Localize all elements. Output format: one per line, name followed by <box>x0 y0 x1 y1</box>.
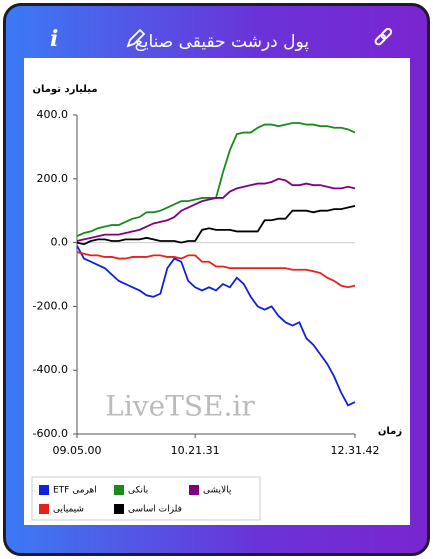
x-tick-label: 12.31.42 <box>331 444 380 457</box>
header-title: پول درشت حقیقی صنایع <box>134 32 309 52</box>
series-line <box>76 245 356 407</box>
series-line <box>76 122 356 238</box>
legend <box>31 476 261 521</box>
link-icon[interactable] <box>374 27 393 46</box>
legend-swatch <box>114 504 124 514</box>
x-tick-label: 10.21.31 <box>171 444 220 457</box>
legend-swatch <box>189 485 199 495</box>
series-line <box>76 251 356 289</box>
legend-label: ETF اهرمی <box>53 486 97 496</box>
edit-icon[interactable] <box>126 28 146 48</box>
legend-label: بانکی <box>128 486 148 496</box>
legend-swatch <box>39 504 49 514</box>
x-tick-label: 09.05.00 <box>53 444 102 457</box>
y-tick-label: -600.0 <box>33 427 68 440</box>
legend-label: فلزات اساسی <box>128 505 182 515</box>
y-tick-label: -400.0 <box>33 363 68 376</box>
legend-swatch <box>39 485 49 495</box>
header-icons: i <box>50 26 393 52</box>
series-line <box>76 205 356 246</box>
watermark: LiveTSE.ir <box>105 390 255 423</box>
y-axis-label: میلیارد تومان <box>32 84 97 95</box>
y-tick-label: 0.0 <box>51 236 69 249</box>
y-tick-label: 200.0 <box>37 172 69 185</box>
card: i پول درشت حقیقی صنایع <box>3 3 430 556</box>
info-icon[interactable]: i <box>50 26 58 52</box>
y-tick-label: 400.0 <box>37 108 69 121</box>
x-axis-label: زمان <box>378 426 402 437</box>
chart-panel <box>24 58 410 525</box>
series-line <box>76 177 356 242</box>
legend-label: پالایشی <box>203 486 232 496</box>
legend-label: شیمیایی <box>53 505 84 515</box>
y-tick-label: -200.0 <box>33 299 68 312</box>
legend-swatch <box>114 485 124 495</box>
